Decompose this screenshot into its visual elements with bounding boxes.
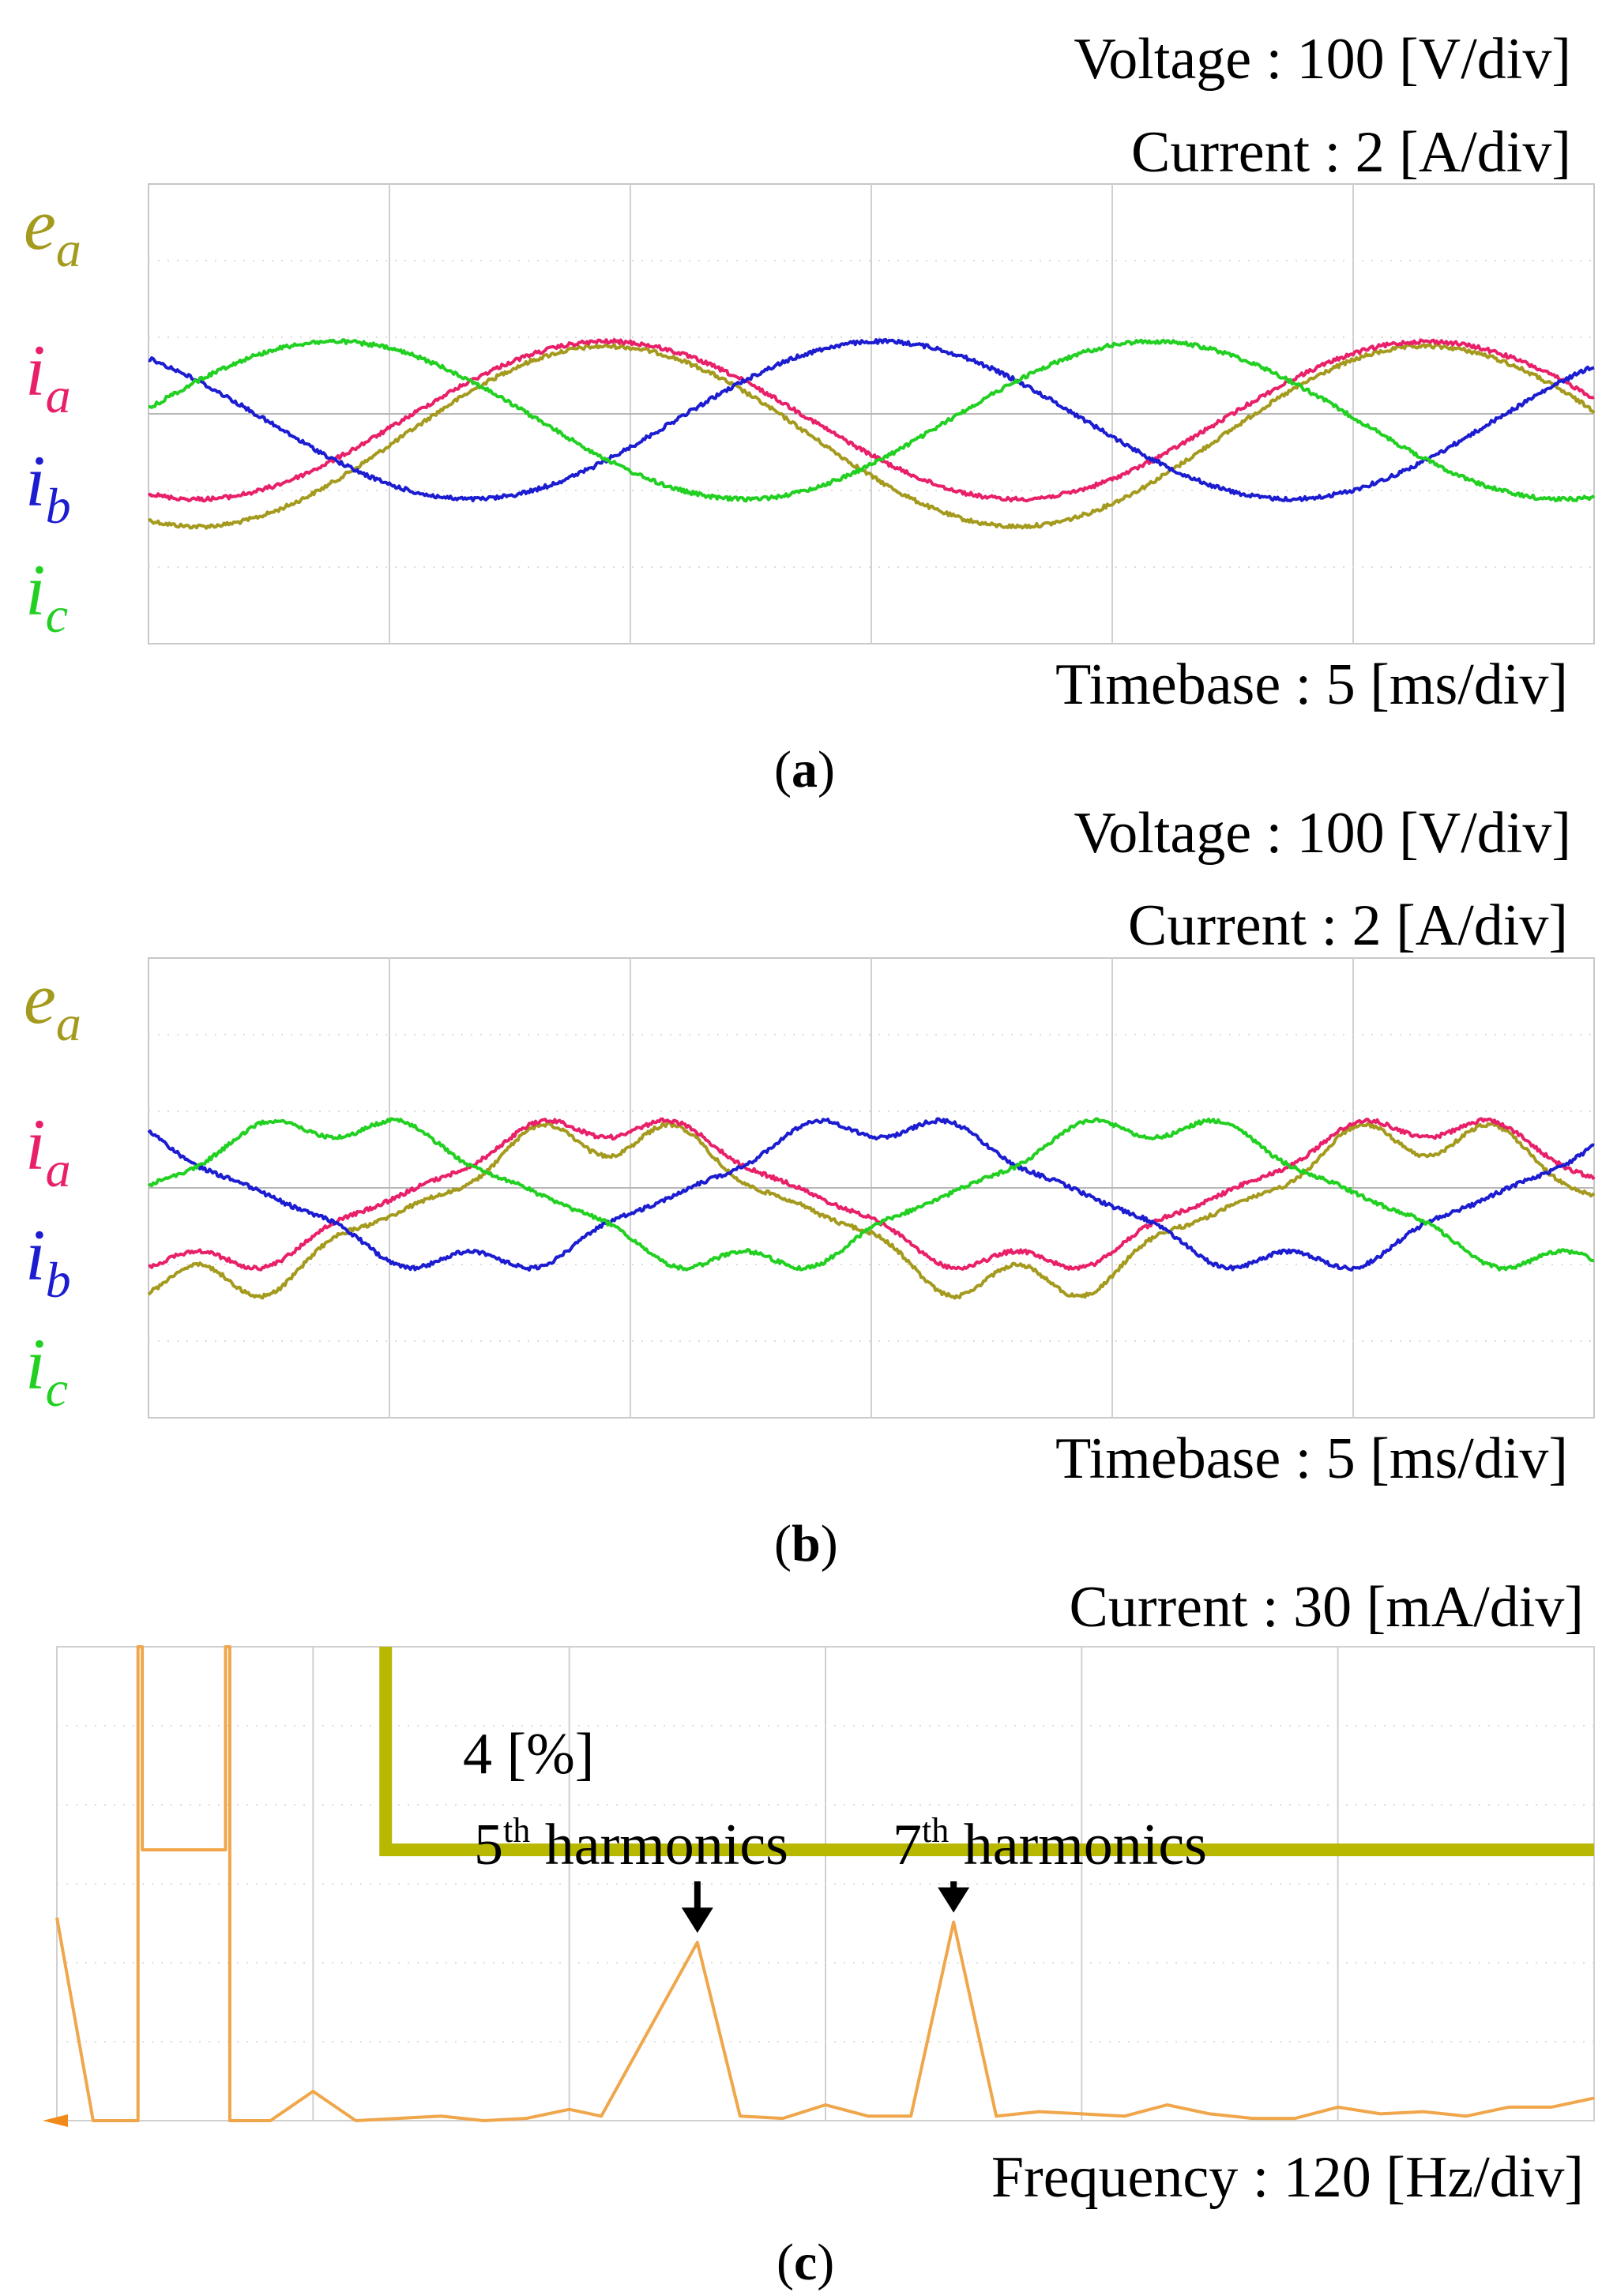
trace-ic	[148, 338, 1596, 503]
trace-ib	[148, 338, 1595, 502]
panel-c-spectrum-chart: 4 [%] 5th harmonics 7th harmonics	[43, 1645, 1595, 2127]
annotation-7th-harmonics: 7th harmonics	[893, 1811, 1207, 1877]
trace-ea	[147, 343, 1596, 530]
panel-b-signal-labels: ea ia ib ic	[24, 958, 81, 1417]
panel-c-arrows	[681, 1881, 970, 1933]
trace-ib	[147, 1117, 1595, 1272]
panel-c-grid	[56, 1646, 1595, 2121]
panel-a-scope-chart: ea ia ib ic	[24, 183, 1596, 644]
limit-line-4-percent	[379, 1647, 1594, 1857]
panel-c-limit-line	[379, 1647, 1594, 1857]
trace-ia	[148, 1117, 1596, 1272]
panel-a-timebase-setting: Timebase : 5 [ms/div]	[1055, 652, 1568, 717]
panel-c-caption: (c)	[777, 2234, 835, 2291]
panel-a-current-setting: Current : 2 [A/div]	[1131, 120, 1571, 185]
panel-a-voltage-setting: Voltage : 100 [V/div]	[1074, 27, 1571, 92]
panel-b-traces	[147, 1117, 1596, 1300]
label-ea: ea	[24, 184, 81, 277]
limit-label: 4 [%]	[463, 1722, 594, 1787]
label-ea: ea	[24, 958, 81, 1051]
panel-b-current-setting: Current : 2 [A/div]	[1128, 893, 1568, 958]
panel-a-traces	[147, 338, 1596, 530]
panel-b-scope-chart: ea ia ib ic	[24, 957, 1596, 1419]
panel-a-caption: (a)	[774, 741, 835, 799]
panel-c-frequency-setting: Frequency : 120 [Hz/div]	[991, 2145, 1584, 2210]
panel-c-spectrum-trace	[43, 1645, 1595, 2127]
label-ib: ib	[25, 1215, 71, 1308]
trace-ea	[147, 1121, 1596, 1300]
panel-b-timebase-setting: Timebase : 5 [ms/div]	[1055, 1426, 1568, 1491]
panel-a-signal-labels: ea ia ib ic	[24, 184, 81, 643]
label-ic: ic	[25, 550, 68, 643]
label-ia: ia	[25, 330, 71, 423]
trace-ic	[148, 1117, 1595, 1272]
label-ic: ic	[25, 1324, 68, 1417]
label-ia: ia	[25, 1104, 71, 1197]
panel-a-grid	[148, 183, 1595, 644]
panel-b-caption: (b)	[774, 1515, 838, 1573]
arrow-down-icon	[681, 1881, 713, 1933]
label-ib: ib	[25, 441, 71, 534]
reference-marker-icon	[43, 2114, 68, 2127]
spectrum-trace	[55, 1645, 1595, 2122]
trace-ia	[147, 338, 1595, 503]
panel-b-grid	[148, 957, 1595, 1419]
panel-b-voltage-setting: Voltage : 100 [V/div]	[1074, 801, 1571, 866]
annotation-5th-harmonics: 5th harmonics	[474, 1811, 788, 1877]
panel-c-current-setting: Current : 30 [mA/div]	[1069, 1575, 1584, 1640]
arrow-down-icon	[938, 1881, 970, 1913]
